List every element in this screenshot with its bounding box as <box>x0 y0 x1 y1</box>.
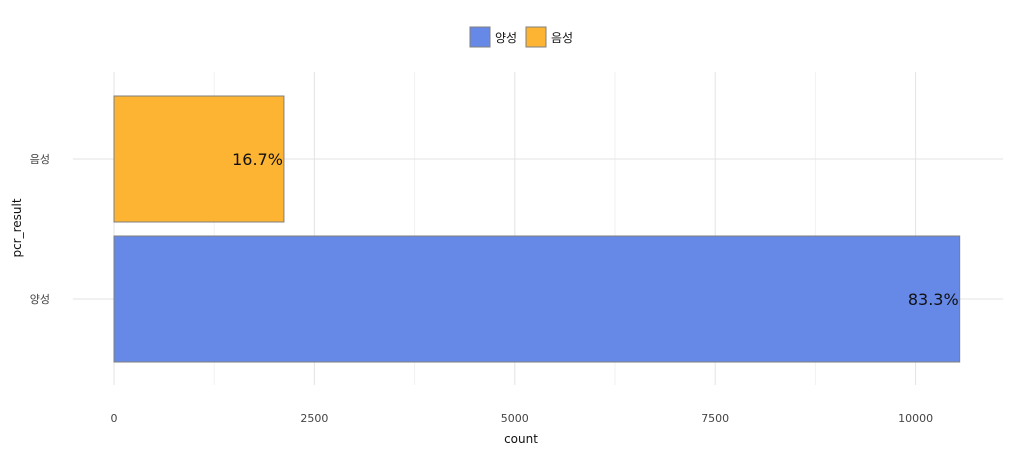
x-tick-label: 0 <box>111 412 118 425</box>
bar-negative <box>113 95 285 223</box>
legend-swatch <box>525 26 547 48</box>
x-tick-label: 7500 <box>701 412 729 425</box>
y-tick-label: 양성 <box>30 293 50 306</box>
bar-percent-label: 83.3% <box>908 290 959 309</box>
legend: 양성 음성 <box>469 26 573 48</box>
legend-label: 양성 <box>495 31 517 45</box>
x-axis-title: count <box>504 432 538 446</box>
x-tick-label: 2500 <box>300 412 328 425</box>
bars <box>113 95 961 363</box>
x-tick-label: 5000 <box>501 412 529 425</box>
data-labels: 83.3% 16.7% <box>232 150 959 309</box>
y-axis-title: pcr_result <box>10 198 24 257</box>
bar-percent-label: 16.7% <box>232 150 283 169</box>
legend-label: 음성 <box>551 31 573 45</box>
axes: count pcr_result 양성 음성 0 2500 5000 7500 10000 <box>10 153 933 446</box>
legend-swatch <box>469 26 491 48</box>
x-tick-label: 10000 <box>898 412 933 425</box>
y-tick-label: 음성 <box>30 153 50 166</box>
bar-positive <box>113 235 961 363</box>
